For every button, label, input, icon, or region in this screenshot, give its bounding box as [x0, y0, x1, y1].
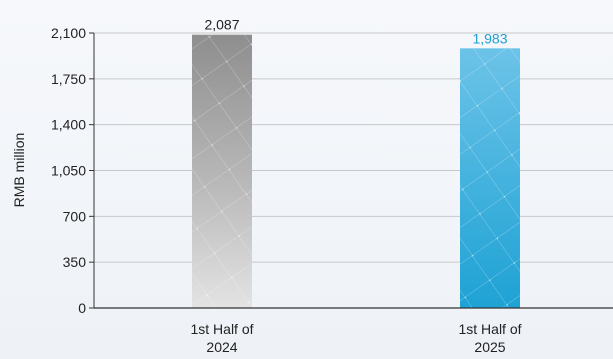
- x-category-label: 1st Half of 2025: [458, 321, 521, 355]
- bar-texture: [192, 34, 252, 308]
- y-tick-label: 350: [63, 254, 87, 270]
- bars: [192, 34, 520, 308]
- bar-texture: [460, 48, 520, 308]
- y-tick-label: 0: [78, 300, 86, 316]
- gridlines: [94, 32, 613, 263]
- y-tick-label: 1,750: [51, 71, 86, 87]
- x-category-label: 1st Half of 2024: [190, 321, 253, 355]
- y-tick-label: 1,400: [51, 117, 86, 133]
- x-axis-labels: 1st Half of 2024 1st Half of 2025: [190, 321, 521, 355]
- value-labels: 2,087 1,983: [204, 17, 507, 47]
- y-axis-ticks: 0 350 700 1,050 1,400 1,750 2,100: [51, 25, 94, 316]
- y-tick-label: 700: [63, 208, 87, 224]
- data-label: 1,983: [472, 30, 507, 46]
- y-tick-label: 2,100: [51, 25, 86, 41]
- data-label: 2,087: [204, 17, 239, 33]
- y-tick-label: 1,050: [51, 163, 86, 179]
- y-axis-label: RMB million: [11, 133, 27, 208]
